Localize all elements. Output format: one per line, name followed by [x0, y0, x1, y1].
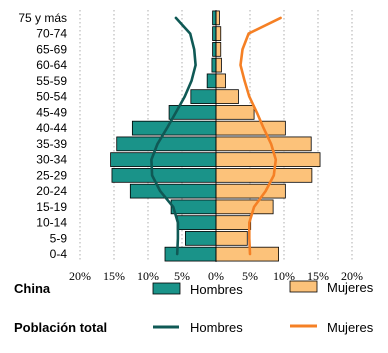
- bar-hombres-5-9: [184, 231, 217, 246]
- bar-hombres-35-39: [116, 136, 217, 152]
- legend-label-total-mujeres: Mujeres: [327, 320, 374, 335]
- bar-hombres-60-64: [211, 57, 217, 73]
- bar-mujeres-40-44: [215, 120, 286, 136]
- y-tick-label: 70-74: [36, 27, 67, 41]
- bar-hombres-50-54: [190, 89, 217, 104]
- y-tick-label: 65-69: [36, 42, 67, 56]
- legend-swatch-china-hombres: [152, 282, 181, 295]
- y-tick-label: 30-34: [36, 153, 67, 167]
- bar-mujeres-30-34: [215, 152, 321, 167]
- bar-mujeres-25-29: [215, 168, 313, 183]
- bar-mujeres-10-14: [215, 215, 252, 230]
- bar-mujeres-70-74: [215, 26, 222, 41]
- legend-group-total-title: Población total: [14, 320, 107, 335]
- y-tick-label: 60-64: [36, 58, 67, 72]
- bar-hombres-40-44: [131, 120, 217, 136]
- legend: China Hombres Mujeres Población total Ho…: [14, 280, 374, 335]
- lines-layer: [150, 16, 282, 256]
- bar-hombres-20-24: [129, 183, 217, 199]
- y-tick-label: 15-19: [36, 200, 67, 214]
- y-tick-label: 25-29: [36, 168, 67, 182]
- bar-mujeres-75 y más: [215, 10, 220, 26]
- bar-mujeres-5-9: [215, 231, 248, 246]
- bar-hombres-0-4: [164, 246, 217, 262]
- bar-hombres-15-19: [170, 199, 217, 215]
- x-tick-label: 20%: [69, 269, 91, 283]
- bar-hombres-75 y más: [212, 10, 217, 26]
- bar-mujeres-45-49: [215, 105, 255, 120]
- legend-swatch-china-mujeres: [289, 280, 318, 293]
- y-tick-label: 75 y más: [18, 11, 67, 25]
- bar-hombres-65-69: [212, 42, 217, 57]
- bar-mujeres-20-24: [215, 183, 286, 199]
- bar-hombres-70-74: [212, 26, 217, 41]
- bars-layer: [110, 10, 321, 262]
- bar-mujeres-15-19: [215, 199, 274, 215]
- bar-hombres-25-29: [111, 168, 217, 183]
- y-tick-label: 50-54: [36, 90, 67, 104]
- line-total-mujeres: [239, 16, 282, 256]
- y-tick-label: 55-59: [36, 74, 67, 88]
- bar-mujeres-60-64: [215, 57, 222, 73]
- y-tick-label: 10-14: [36, 216, 67, 230]
- y-tick-label: 35-39: [36, 137, 67, 151]
- y-tick-label: 45-49: [36, 105, 67, 119]
- x-tick-label: 15%: [103, 269, 125, 283]
- bar-mujeres-55-59: [215, 73, 226, 89]
- x-tick-label: 5%: [174, 269, 190, 283]
- legend-label-china-hombres: Hombres: [190, 282, 243, 297]
- bar-hombres-55-59: [206, 73, 217, 89]
- y-tick-label: 40-44: [36, 121, 67, 135]
- x-tick-label: 10%: [273, 269, 295, 283]
- legend-label-china-mujeres: Mujeres: [327, 280, 374, 295]
- y-tick-label: 5-9: [50, 231, 68, 245]
- bar-mujeres-65-69: [215, 42, 222, 57]
- x-tick-label: 15%: [307, 269, 329, 283]
- y-tick-label: 20-24: [36, 184, 67, 198]
- bar-mujeres-35-39: [215, 136, 312, 152]
- x-tick-label: 10%: [137, 269, 159, 283]
- x-tick-label: 0%: [208, 269, 224, 283]
- legend-label-total-hombres: Hombres: [190, 320, 243, 335]
- bar-mujeres-50-54: [215, 89, 239, 104]
- x-tick-label: 5%: [242, 269, 258, 283]
- x-tick-label: 20%: [341, 269, 363, 283]
- bar-hombres-30-34: [110, 152, 217, 167]
- y-tick-label: 0-4: [50, 247, 68, 261]
- x-axis-labels: 20% 15% 10% 5% 0% 5% 10% 15% 20%: [69, 269, 363, 283]
- line-total-hombres: [150, 16, 197, 256]
- legend-group-china-title: China: [14, 281, 51, 296]
- bar-mujeres-0-4: [215, 246, 279, 262]
- bar-hombres-10-14: [176, 215, 217, 230]
